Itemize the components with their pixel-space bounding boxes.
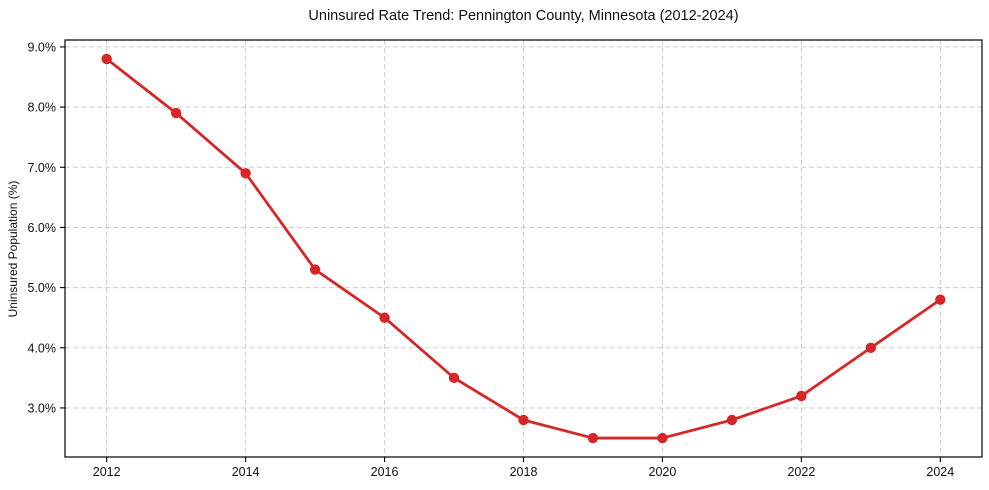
data-point-2016: [379, 312, 390, 323]
x-tick-label: 2020: [649, 465, 677, 479]
data-point-2013: [170, 107, 182, 119]
x-tick-label: 2016: [371, 465, 399, 479]
y-tick-label: 5.0%: [28, 281, 57, 295]
data-point-2012: [101, 53, 112, 65]
data-point-2015: [309, 264, 321, 275]
data-point-2020: [657, 432, 668, 444]
y-tick-label: 6.0%: [28, 221, 57, 235]
data-point-2019: [587, 432, 599, 444]
y-tick-label: 3.0%: [28, 401, 57, 415]
axes-border: [64, 39, 983, 458]
x-tick-label: 2022: [787, 465, 815, 479]
data-point-2018: [518, 414, 529, 426]
data-point-2021: [726, 414, 738, 426]
x-tick-label: 2014: [232, 465, 260, 479]
data-point-2014: [240, 168, 251, 179]
chart-title: Uninsured Rate Trend: Pennington County,…: [308, 8, 739, 24]
y-tick-label: 7.0%: [28, 161, 57, 175]
y-tick-label: 4.0%: [28, 341, 57, 355]
x-tick-label: 2018: [510, 465, 538, 479]
data-point-2023: [865, 342, 877, 353]
data-point-2017: [448, 372, 460, 384]
y-tick-label: 8.0%: [28, 101, 57, 115]
data-point-2024: [935, 294, 946, 305]
data-point-2022: [796, 390, 807, 402]
x-tick-label: 2024: [926, 465, 954, 479]
x-tick-label: 2012: [93, 465, 121, 479]
y-tick-label: 9.0%: [28, 40, 57, 54]
